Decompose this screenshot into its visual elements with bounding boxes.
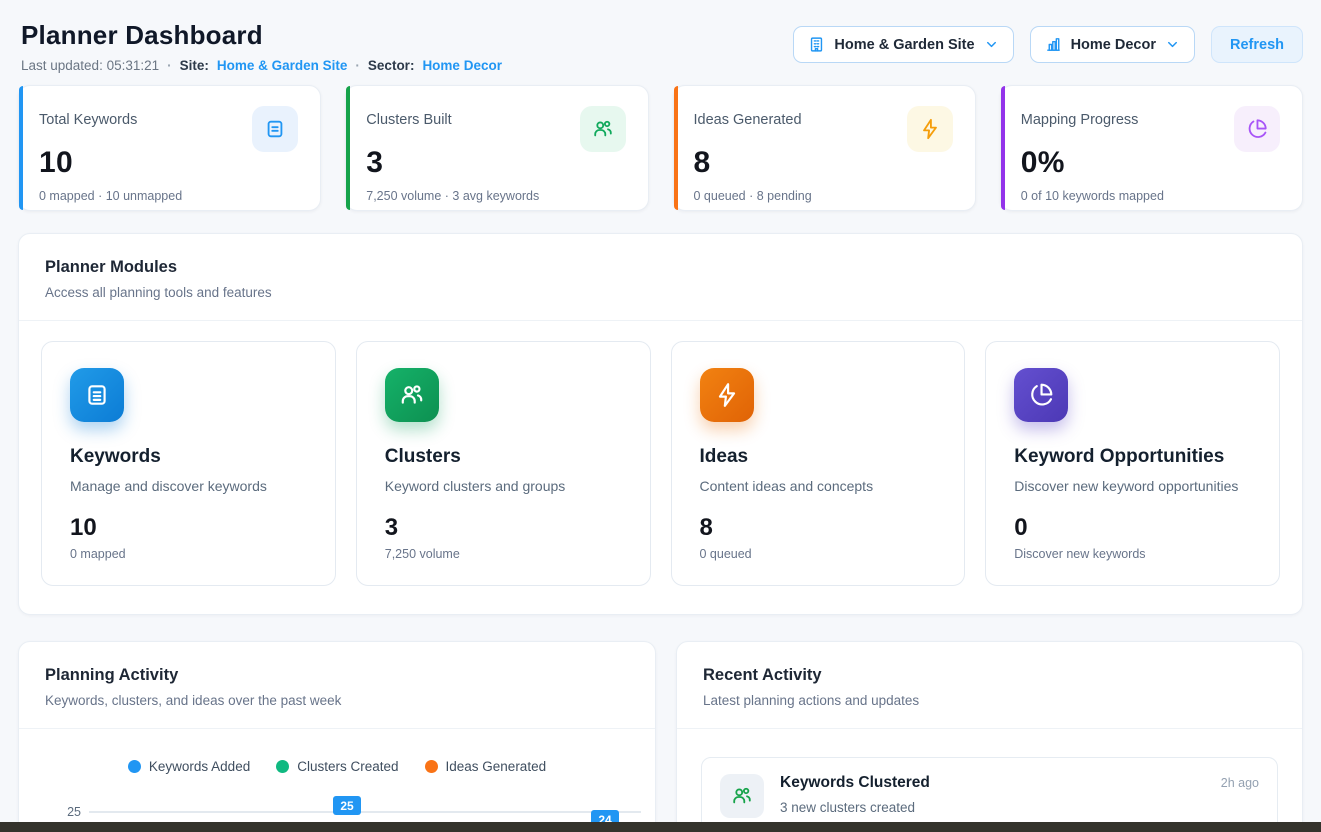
stat-subtitle: 0 of 10 keywords mapped — [1021, 189, 1280, 203]
module-subtitle: 7,250 volume — [385, 547, 622, 561]
module-value: 0 — [1014, 514, 1251, 542]
stat-label: Clusters Built — [366, 106, 451, 128]
header-actions: Home & Garden Site Home Decor Refresh — [793, 26, 1303, 63]
chevron-down-icon — [1165, 37, 1180, 52]
stat-card-clusters-built: Clusters Built 3 7,250 volume · 3 avg ke… — [345, 85, 648, 211]
chevron-down-icon — [984, 37, 999, 52]
module-value: 8 — [700, 514, 937, 542]
pie-chart-icon — [1014, 368, 1068, 422]
planning-activity-panel: Planning Activity Keywords, clusters, an… — [18, 641, 656, 832]
site-selector-value: Home & Garden Site — [834, 37, 974, 53]
module-subtitle: Discover new keywords — [1014, 547, 1251, 561]
users-icon — [720, 774, 764, 818]
planner-modules-panel: Planner Modules Access all planning tool… — [18, 233, 1303, 615]
header-left: Planner Dashboard Last updated: 05:31:21… — [21, 20, 502, 73]
module-title: Keyword Opportunities — [1014, 446, 1251, 468]
sector-selector-dropdown[interactable]: Home Decor — [1030, 26, 1195, 63]
last-updated-text: Last updated: 05:31:21 — [21, 58, 159, 73]
modules-panel-title: Planner Modules — [45, 258, 1276, 277]
sector-label: Sector: — [368, 58, 415, 73]
module-subtitle: 0 queued — [700, 547, 937, 561]
legend-label: Clusters Created — [297, 759, 398, 774]
users-icon — [580, 106, 626, 152]
stat-subtitle: 0 mapped · 10 unmapped — [39, 189, 298, 203]
module-card-keywords[interactable]: Keywords Manage and discover keywords 10… — [41, 341, 336, 586]
document-icon — [252, 106, 298, 152]
module-description: Keyword clusters and groups — [385, 478, 622, 494]
pie-chart-icon — [1234, 106, 1280, 152]
modules-panel-subtitle: Access all planning tools and features — [45, 285, 1276, 300]
recent-activity-title: Recent Activity — [703, 666, 1276, 685]
sector-selector-value: Home Decor — [1071, 37, 1156, 53]
legend-dot-green — [276, 760, 289, 773]
recent-activity-subtitle: Latest planning actions and updates — [703, 693, 1276, 708]
building-icon — [808, 36, 825, 53]
module-description: Content ideas and concepts — [700, 478, 937, 494]
module-description: Discover new keyword opportunities — [1014, 478, 1251, 494]
recent-activity-panel: Recent Activity Latest planning actions … — [676, 641, 1303, 832]
bar-chart-icon — [1045, 36, 1062, 53]
module-title: Clusters — [385, 446, 622, 468]
refresh-button[interactable]: Refresh — [1211, 26, 1303, 63]
legend-label: Ideas Generated — [446, 759, 547, 774]
svg-text:25: 25 — [340, 799, 354, 813]
separator-dot: · — [167, 58, 172, 73]
recent-activity-list: Keywords Clustered 2h ago 3 new clusters… — [677, 729, 1302, 832]
users-icon — [385, 368, 439, 422]
bottom-row: Planning Activity Keywords, clusters, an… — [18, 641, 1303, 832]
page-subline: Last updated: 05:31:21 · Site: Home & Ga… — [21, 58, 502, 73]
stat-subtitle: 0 queued · 8 pending — [694, 189, 953, 203]
planning-activity-title: Planning Activity — [45, 666, 629, 685]
site-link[interactable]: Home & Garden Site — [217, 58, 348, 73]
site-label: Site: — [180, 58, 209, 73]
module-title: Keywords — [70, 446, 307, 468]
separator-dot: · — [355, 58, 360, 73]
stats-row: Total Keywords 10 0 mapped · 10 unmapped… — [18, 85, 1303, 211]
lightning-icon — [700, 368, 754, 422]
legend-item-ideas-generated: Ideas Generated — [425, 759, 547, 774]
legend-dot-blue — [128, 760, 141, 773]
recent-activity-header: Recent Activity Latest planning actions … — [677, 642, 1302, 729]
planning-activity-header: Planning Activity Keywords, clusters, an… — [19, 642, 655, 729]
document-icon — [70, 368, 124, 422]
page-header: Planner Dashboard Last updated: 05:31:21… — [0, 0, 1321, 85]
modules-grid: Keywords Manage and discover keywords 10… — [19, 321, 1302, 614]
module-card-clusters[interactable]: Clusters Keyword clusters and groups 3 7… — [356, 341, 651, 586]
activity-item-keywords-clustered[interactable]: Keywords Clustered 2h ago 3 new clusters… — [701, 757, 1278, 832]
legend-label: Keywords Added — [149, 759, 250, 774]
sector-link[interactable]: Home Decor — [422, 58, 502, 73]
planning-activity-subtitle: Keywords, clusters, and ideas over the p… — [45, 693, 629, 708]
y-axis-tick: 25 — [67, 805, 81, 819]
modules-panel-header: Planner Modules Access all planning tool… — [19, 234, 1302, 321]
module-subtitle: 0 mapped — [70, 547, 307, 561]
site-selector-dropdown[interactable]: Home & Garden Site — [793, 26, 1013, 63]
legend-item-clusters-created: Clusters Created — [276, 759, 398, 774]
lightning-icon — [907, 106, 953, 152]
point-label-25: 25 — [333, 796, 361, 815]
stat-label: Total Keywords — [39, 106, 137, 128]
module-value: 3 — [385, 514, 622, 542]
stat-card-total-keywords: Total Keywords 10 0 mapped · 10 unmapped — [18, 85, 321, 211]
module-title: Ideas — [700, 446, 937, 468]
stat-label: Mapping Progress — [1021, 106, 1139, 128]
module-value: 10 — [70, 514, 307, 542]
module-card-keyword-opportunities[interactable]: Keyword Opportunities Discover new keywo… — [985, 341, 1280, 586]
module-description: Manage and discover keywords — [70, 478, 307, 494]
bottom-dark-strip — [0, 822, 1321, 832]
activity-item-description: 3 new clusters created — [780, 800, 1259, 815]
activity-item-time: 2h ago — [1221, 776, 1259, 790]
activity-item-title: Keywords Clustered — [780, 774, 930, 792]
page-title: Planner Dashboard — [21, 20, 502, 51]
stat-subtitle: 7,250 volume · 3 avg keywords — [366, 189, 625, 203]
stat-card-mapping-progress: Mapping Progress 0% 0 of 10 keywords map… — [1000, 85, 1303, 211]
chart-legend: Keywords Added Clusters Created Ideas Ge… — [19, 759, 655, 774]
legend-item-keywords-added: Keywords Added — [128, 759, 250, 774]
stat-card-ideas-generated: Ideas Generated 8 0 queued · 8 pending — [673, 85, 976, 211]
activity-item-main: Keywords Clustered 2h ago 3 new clusters… — [780, 774, 1259, 815]
module-card-ideas[interactable]: Ideas Content ideas and concepts 8 0 que… — [671, 341, 966, 586]
stat-label: Ideas Generated — [694, 106, 802, 128]
legend-dot-orange — [425, 760, 438, 773]
